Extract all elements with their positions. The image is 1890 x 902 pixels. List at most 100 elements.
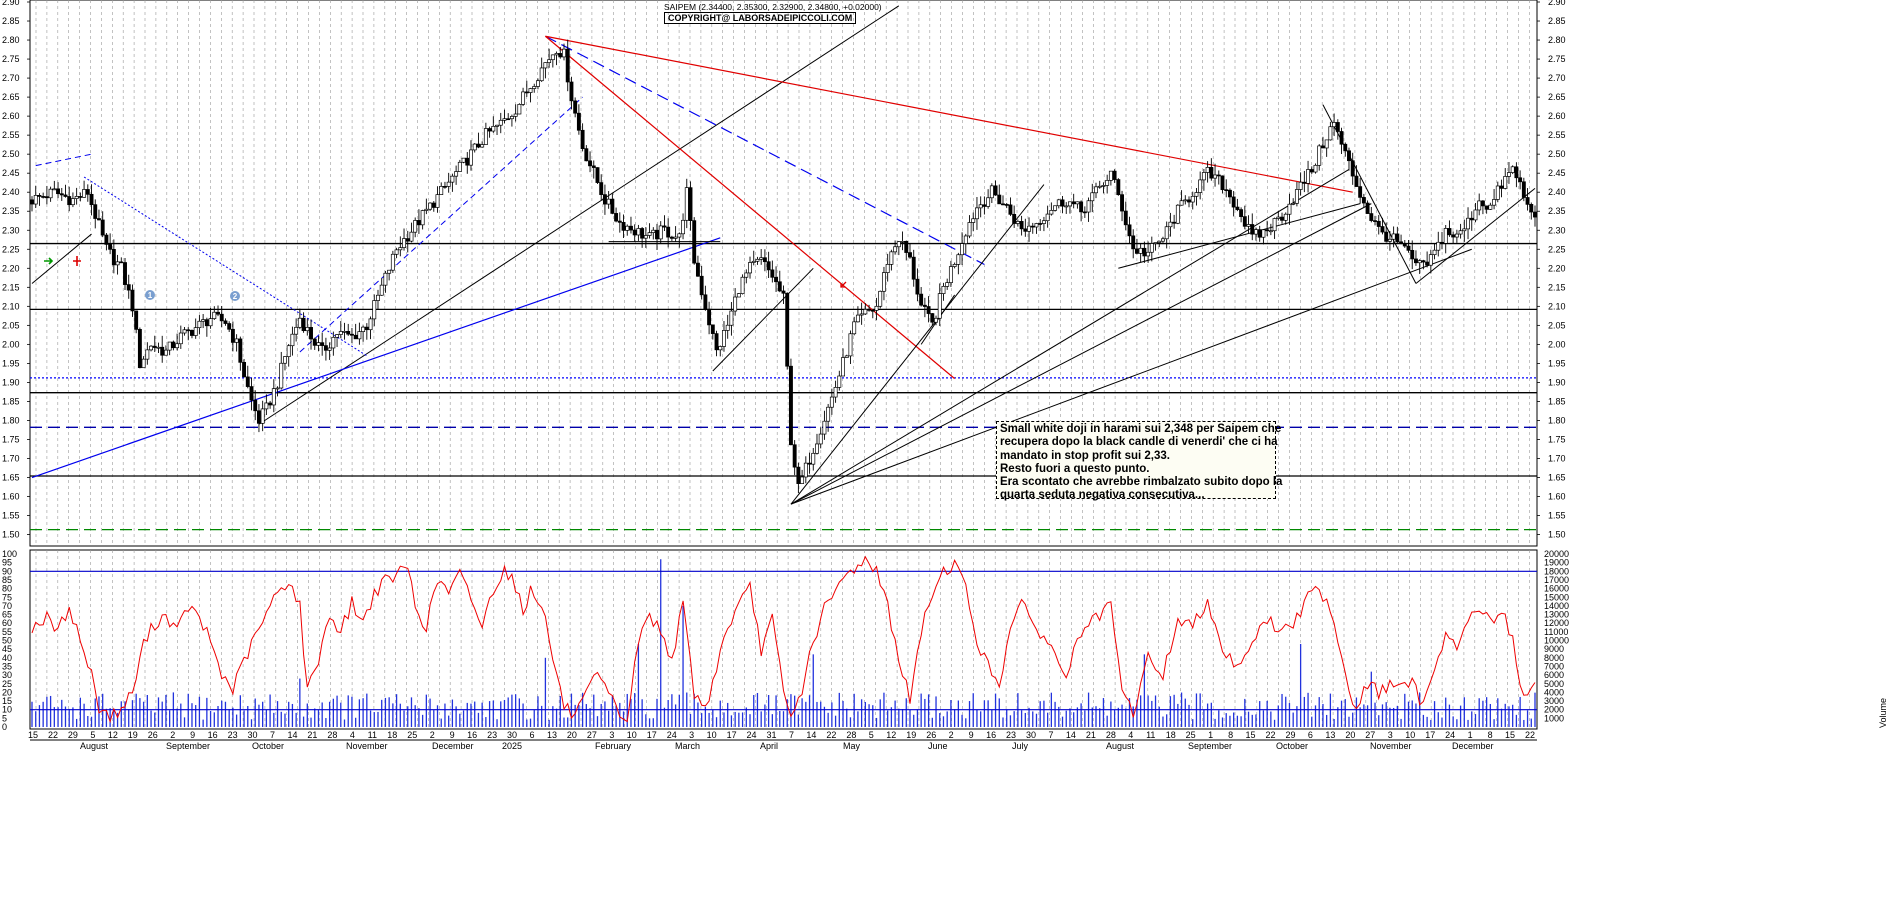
candle-body xyxy=(275,387,280,390)
candle-body xyxy=(286,345,291,357)
candle-body xyxy=(1060,199,1065,207)
candle-body xyxy=(212,311,217,319)
candle-body xyxy=(588,160,592,167)
candle-body xyxy=(1164,226,1169,240)
x-tick-label: 1 xyxy=(1468,730,1473,740)
y-tick-label-right: 1.70 xyxy=(1548,454,1566,464)
candle-body xyxy=(320,342,325,346)
candle-body xyxy=(967,222,972,237)
candle-body xyxy=(1503,176,1508,189)
candle-body xyxy=(826,406,831,422)
y-tick-label-right: 2.00 xyxy=(1548,339,1566,349)
candle-body xyxy=(1477,200,1482,211)
red-arrow-marker xyxy=(840,281,847,288)
y-tick-label-left: 2.60 xyxy=(2,111,20,121)
candle-body xyxy=(376,294,380,301)
candle-body xyxy=(1105,180,1110,186)
candle-body xyxy=(1376,220,1381,227)
volume-tick-label: 7000 xyxy=(1544,661,1564,671)
trend-line-black xyxy=(1118,203,1361,269)
y-tick-label-left: 2.55 xyxy=(2,130,20,140)
x-tick-label: 9 xyxy=(969,730,974,740)
candle-body xyxy=(1451,234,1456,238)
candle-body xyxy=(435,194,440,208)
candle-body xyxy=(1161,238,1165,242)
trend-lines xyxy=(31,5,1536,505)
candle-body xyxy=(636,228,641,236)
volume-tick-label: 16000 xyxy=(1544,584,1569,594)
candle-body xyxy=(439,185,444,195)
candle-body xyxy=(506,118,511,121)
y-tick-label-left: 2.00 xyxy=(2,339,20,349)
candle-body xyxy=(788,365,793,446)
candle-body xyxy=(848,333,853,357)
axis-labels: 2.90 2.90 2.85 2.85 2.80 2.80 2.75 2.75 2.70 2.70… xyxy=(2,0,1888,751)
candle-body xyxy=(867,309,872,311)
candle-body xyxy=(33,195,38,205)
osc-tick-label-left: 100 xyxy=(2,549,17,559)
candle-body xyxy=(219,313,224,322)
candle-body xyxy=(1242,216,1247,227)
candle-body xyxy=(283,356,287,364)
x-tick-label: 26 xyxy=(926,730,936,740)
x-tick-label: 13 xyxy=(1325,730,1335,740)
candle-body xyxy=(1421,260,1426,263)
volume-bars xyxy=(31,559,1536,727)
candle-body xyxy=(963,235,968,244)
oscillator-panel-frame xyxy=(29,549,1538,730)
candle-body xyxy=(178,332,183,345)
candle-body xyxy=(446,181,451,187)
candle-body xyxy=(1239,209,1244,217)
candle-body xyxy=(309,327,313,340)
candle-body xyxy=(491,125,496,132)
candle-body xyxy=(353,334,358,340)
x-tick-label: 3 xyxy=(1388,730,1393,740)
candle-body xyxy=(1291,202,1296,205)
volume-tick-label: 2000 xyxy=(1544,705,1564,715)
candle-body xyxy=(335,334,340,338)
volume-tick-label: 3000 xyxy=(1544,696,1564,706)
candle-body xyxy=(1108,170,1113,181)
y-tick-label-right: 1.85 xyxy=(1548,396,1566,406)
y-tick-label-right: 2.65 xyxy=(1548,92,1566,102)
candle-body xyxy=(465,157,470,166)
candle-body xyxy=(640,228,645,239)
candle-body xyxy=(1495,185,1500,200)
candle-body xyxy=(1205,167,1210,173)
candle-body xyxy=(1149,243,1154,253)
volume-tick-label: 18000 xyxy=(1544,566,1569,576)
y-tick-label-left: 2.20 xyxy=(2,263,20,273)
y-tick-label-left: 1.65 xyxy=(2,473,20,483)
trend-line-blue-dashed xyxy=(545,35,985,266)
candle-body xyxy=(766,261,771,271)
x-tick-label: 23 xyxy=(228,730,238,740)
candle-body xyxy=(1265,229,1270,232)
candle-body xyxy=(688,187,693,221)
candle-body xyxy=(1220,175,1225,191)
candle-body xyxy=(331,336,336,349)
candle-body xyxy=(714,333,719,351)
month-label: August xyxy=(1106,741,1135,751)
osc-tick-label-left: 85 xyxy=(2,575,12,585)
candle-body xyxy=(30,199,34,205)
candle-body xyxy=(387,269,392,274)
y-tick-label-right: 2.35 xyxy=(1548,206,1566,216)
candle-body xyxy=(800,476,805,484)
y-tick-label-right: 2.85 xyxy=(1548,16,1566,26)
candle-body xyxy=(513,113,518,117)
candle-body xyxy=(744,272,749,278)
candle-body xyxy=(896,241,901,248)
trend-line-black xyxy=(790,248,1472,505)
candle-body xyxy=(651,229,656,233)
candle-body xyxy=(1328,126,1333,141)
annotation-line: quarta seduta negativa consecutiva... xyxy=(1000,489,1205,502)
candle-body xyxy=(669,236,674,239)
x-tick-label: 30 xyxy=(1026,730,1036,740)
candle-body xyxy=(1399,241,1404,244)
volume-tick-label: 1000 xyxy=(1544,713,1564,723)
candle-body xyxy=(1064,205,1069,208)
candle-body xyxy=(815,443,819,454)
candle-body xyxy=(829,396,834,408)
candle-body xyxy=(245,376,250,387)
candle-body xyxy=(1454,233,1459,238)
